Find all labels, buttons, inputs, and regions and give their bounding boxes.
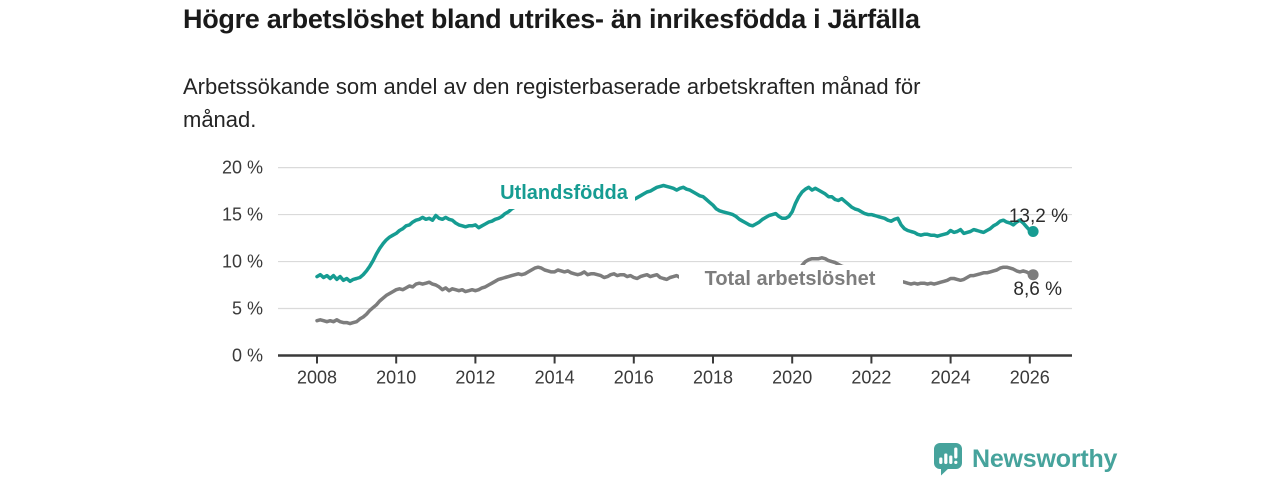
- series-end-dot: [1027, 269, 1039, 281]
- x-tick-label: 2008: [297, 368, 337, 388]
- series-label-backdrop: [495, 179, 635, 209]
- x-tick-label: 2010: [376, 368, 416, 388]
- y-tick-label: 20 %: [222, 158, 263, 178]
- y-tick-label: 10 %: [222, 252, 263, 272]
- chart-title: Högre arbetslöshet bland utrikes- än inr…: [183, 4, 920, 34]
- end-value-label: 8,6 %: [1013, 279, 1062, 300]
- chart-subtitle: Arbetssökande som andel av den registerb…: [183, 74, 921, 132]
- series-label: Total arbetslöshet: [705, 268, 876, 290]
- series-line: [315, 256, 1035, 326]
- x-tick-label: 2016: [614, 368, 654, 388]
- x-tick-label: 2026: [1010, 368, 1050, 388]
- series-end-dot: [1027, 226, 1039, 237]
- x-tick-label: 2020: [772, 368, 812, 388]
- series-line: [315, 183, 1035, 284]
- newsworthy-logo-text: Newsworthy: [972, 444, 1118, 473]
- series-label: Utlandsfödda: [500, 182, 629, 204]
- x-tick-label: 2014: [535, 368, 575, 388]
- newsworthy-bar-chart-speech-bubble-icon: [934, 443, 962, 476]
- x-tick-label: 2022: [851, 368, 891, 388]
- end-value-label: 13,2 %: [1009, 206, 1068, 227]
- y-tick-label: 15 %: [222, 205, 263, 225]
- newsworthy-logo: Newsworthy: [933, 442, 1117, 476]
- y-tick-label: 0 %: [232, 346, 263, 366]
- series-label-backdrop: [679, 265, 903, 291]
- x-tick-label: 2018: [693, 368, 733, 388]
- x-tick-label: 2024: [931, 368, 971, 388]
- x-tick-label: 2012: [455, 368, 495, 388]
- y-tick-label: 5 %: [232, 299, 263, 319]
